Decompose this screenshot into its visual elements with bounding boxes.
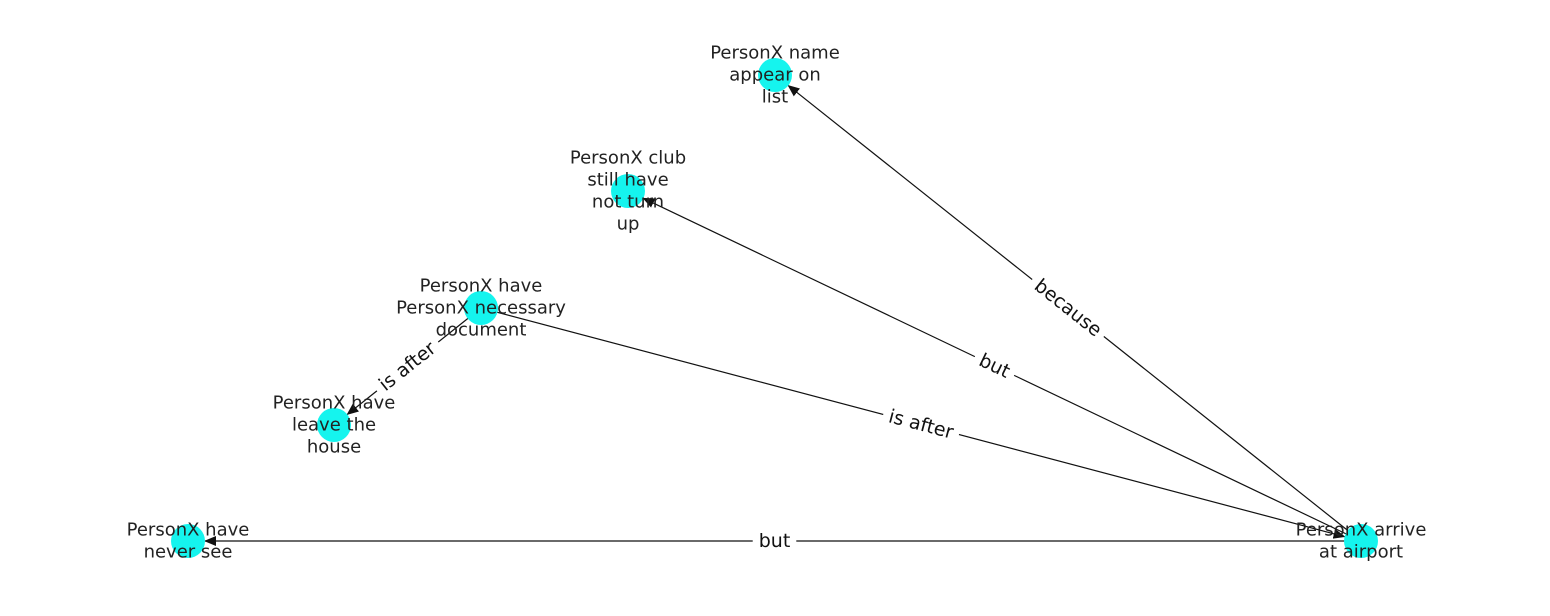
node-label-line: list	[762, 87, 788, 108]
edge-label-background	[880, 402, 963, 447]
node-label-line: house	[307, 437, 361, 458]
node-label-line: not turn	[592, 192, 664, 213]
node-label-n3: PersonX have PersonX necessary document	[396, 276, 566, 341]
node-label-line: PersonX club	[570, 148, 686, 169]
node-label-n1: PersonX name appear on list	[710, 43, 840, 108]
node-label-line: up	[617, 214, 640, 235]
node-n4	[317, 408, 351, 442]
node-label-n5: PersonX have never see	[127, 520, 250, 563]
node-n5	[171, 524, 205, 558]
node-label-line: PersonX have	[127, 520, 250, 541]
node-label-n2: PersonX club still have not turn up	[570, 148, 686, 235]
node-label-line: never see	[144, 542, 233, 563]
node-label-line: PersonX name	[710, 43, 840, 64]
node-n2	[611, 174, 645, 208]
node-label-line: still have	[587, 170, 668, 191]
nodes-layer	[171, 58, 1378, 558]
edge-label-but: but	[759, 530, 791, 552]
edges-layer	[204, 84, 1362, 546]
node-label-n6: PersonX arrive at airport	[1296, 520, 1427, 563]
node-label-line: PersonX arrive	[1296, 520, 1427, 541]
edge-label-group-1: but	[969, 345, 1020, 387]
node-n1	[758, 58, 792, 92]
node-n6	[1344, 524, 1378, 558]
edge-label-background	[969, 345, 1020, 387]
edge-label-group-4: but	[752, 529, 797, 553]
node-n3	[464, 291, 498, 325]
node-label-line: document	[436, 320, 527, 341]
edge-label-background	[1024, 270, 1112, 346]
node-label-line: PersonX necessary	[396, 298, 566, 319]
edge-label-group-0: because	[1024, 270, 1112, 346]
edge-label-is-after: is after	[375, 337, 441, 396]
node-label-line: PersonX have	[273, 393, 396, 414]
node-label-line: leave the	[292, 415, 376, 436]
edge-label-is-after: is after	[886, 405, 956, 443]
edge-label-group-2: is after	[880, 402, 963, 447]
node-label-n4: PersonX have leave the house	[273, 393, 396, 458]
node-label-line: appear on	[729, 65, 821, 86]
edge-label-because: because	[1030, 275, 1106, 342]
edge-label-group-3: is after	[369, 332, 446, 401]
node-labels-layer: PersonX name appear on list PersonX club sti…	[127, 43, 1427, 563]
node-label-line: PersonX have	[420, 276, 543, 297]
node-label-line: at airport	[1319, 542, 1403, 563]
edge-label-background	[369, 332, 446, 401]
edge-label-background	[752, 529, 797, 553]
